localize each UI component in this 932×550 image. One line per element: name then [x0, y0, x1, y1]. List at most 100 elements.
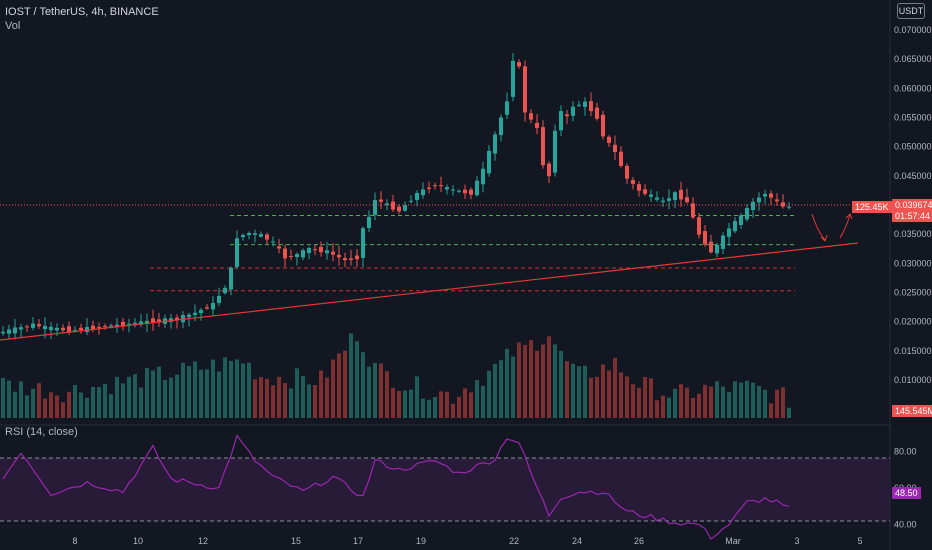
volume-bar [367, 366, 371, 418]
candle [253, 233, 257, 235]
volume-bar [643, 376, 647, 418]
candle [133, 322, 137, 325]
volume-bar [277, 376, 281, 418]
volume-bar [475, 380, 479, 418]
candle [751, 201, 755, 210]
volume-bar [253, 379, 257, 418]
rsi-label[interactable]: RSI (14, close) [5, 426, 78, 438]
candle [775, 199, 779, 202]
candle [115, 324, 119, 327]
rsi-tick-label: 80.00 [894, 447, 917, 457]
candle [523, 66, 527, 113]
candle [379, 199, 383, 202]
candle [67, 326, 71, 333]
countdown-tag: 01:57:44 [892, 210, 932, 222]
price-tick-label: 0.045000 [894, 171, 932, 181]
candle [157, 319, 161, 322]
volume-bar [559, 350, 563, 418]
time-tick-label: Mar [725, 536, 741, 546]
candle [535, 122, 539, 128]
volume-bar [775, 389, 779, 418]
volume-bar [349, 333, 353, 418]
candle [127, 323, 131, 325]
time-tick-label: 26 [634, 536, 644, 546]
candle [577, 104, 581, 106]
volume-label[interactable]: Vol [5, 20, 21, 32]
symbol-title[interactable]: IOST / TetherUS, 4h, BINANCE [5, 6, 159, 18]
candle [457, 190, 461, 192]
arrow-head-up [845, 213, 853, 220]
candle [235, 238, 239, 267]
candle [571, 106, 575, 116]
time-tick-label: 24 [572, 536, 582, 546]
volume-bar [223, 357, 227, 418]
candle [499, 117, 503, 136]
volume-bar [283, 383, 287, 418]
volume-bar [403, 390, 407, 418]
candle [643, 189, 647, 194]
volume-bar [121, 383, 125, 418]
volume-bar [763, 389, 767, 418]
volume-bar [601, 364, 605, 418]
price-tick-label: 0.025000 [894, 288, 932, 298]
currency-button[interactable]: USDT [897, 3, 925, 19]
volume-bar [127, 376, 131, 418]
rsi-last-tag: 48.50 [892, 487, 921, 499]
price-tick-label: 0.050000 [894, 142, 932, 152]
candle [715, 244, 719, 254]
candle [733, 221, 737, 232]
volume-bar [259, 377, 263, 418]
volume-bar [133, 374, 137, 418]
candle [769, 193, 773, 198]
candle [19, 327, 23, 330]
volume-bar [199, 369, 203, 418]
volume-bars [1, 333, 791, 418]
candle [673, 192, 677, 201]
price-tick-label: 0.020000 [894, 317, 932, 327]
volume-bar [145, 367, 149, 418]
candle [787, 206, 791, 208]
candle [463, 189, 467, 194]
candle [631, 180, 635, 184]
support-trendline [0, 242, 859, 341]
volume-bar [577, 366, 581, 418]
volume-bar [703, 384, 707, 418]
volume-bar [73, 385, 77, 418]
candle [469, 189, 473, 195]
volume-bar [25, 395, 29, 418]
candle [79, 327, 83, 331]
candle [433, 185, 437, 187]
candle [703, 231, 707, 245]
candle [85, 326, 89, 332]
trendline [0, 242, 859, 341]
candle [265, 234, 269, 240]
volume-bar [409, 389, 413, 418]
volume-bar [217, 371, 221, 418]
volume-bar [325, 377, 329, 418]
volume-bar [79, 392, 83, 418]
volume-bar [565, 361, 569, 418]
candle [505, 101, 509, 115]
candle [529, 113, 533, 120]
candle [343, 258, 347, 261]
volume-bar [415, 376, 419, 418]
arrow-head-down [820, 234, 828, 242]
candle [199, 309, 203, 314]
volume-bar [181, 362, 185, 418]
volume-bar [7, 380, 11, 418]
volume-bar [13, 391, 17, 418]
horizontal-levels [150, 215, 795, 292]
volume-bar [427, 399, 431, 418]
volume-bar [451, 403, 455, 418]
price-tick-label: 0.030000 [894, 258, 932, 268]
candle [181, 315, 185, 323]
candles [1, 53, 791, 340]
volume-bar [751, 382, 755, 418]
volume-bar [31, 388, 35, 418]
volume-bar [709, 386, 713, 418]
volume-bar [445, 391, 449, 418]
volume-bar [19, 381, 23, 418]
price-tick-label: 0.060000 [894, 83, 932, 93]
volume-bar [115, 376, 119, 418]
